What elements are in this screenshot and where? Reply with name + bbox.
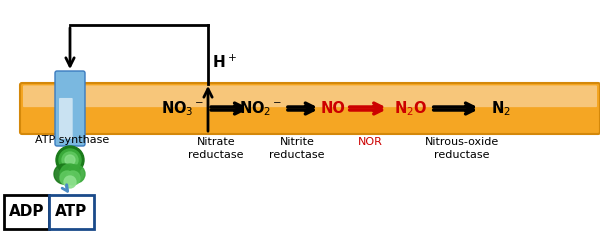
Circle shape (60, 171, 74, 185)
FancyBboxPatch shape (59, 98, 73, 139)
Circle shape (62, 152, 78, 168)
Text: ATP synthase: ATP synthase (35, 135, 109, 145)
Text: NO$_3$$^-$: NO$_3$$^-$ (161, 99, 205, 118)
Circle shape (64, 176, 76, 188)
Text: ADP: ADP (9, 204, 44, 220)
Text: NO: NO (320, 101, 346, 116)
Text: N$_2$: N$_2$ (491, 99, 511, 118)
FancyBboxPatch shape (23, 85, 597, 107)
Text: N$_2$O: N$_2$O (394, 99, 428, 118)
Circle shape (54, 164, 74, 184)
FancyBboxPatch shape (49, 195, 94, 229)
Circle shape (66, 171, 80, 185)
Text: NOR: NOR (358, 137, 383, 147)
Circle shape (65, 155, 75, 165)
Text: Nitrate
reductase: Nitrate reductase (188, 137, 244, 160)
FancyBboxPatch shape (4, 195, 49, 229)
Text: ATP: ATP (55, 204, 88, 220)
Text: NO$_2$$^-$: NO$_2$$^-$ (239, 99, 283, 118)
Circle shape (67, 165, 85, 183)
FancyBboxPatch shape (20, 83, 600, 134)
Circle shape (59, 149, 81, 171)
Text: Nitrous-oxide
reductase: Nitrous-oxide reductase (425, 137, 499, 160)
Circle shape (60, 164, 80, 184)
Circle shape (56, 146, 84, 174)
Text: Nitrite
reductase: Nitrite reductase (269, 137, 325, 160)
FancyBboxPatch shape (55, 71, 85, 146)
Text: H$^+$: H$^+$ (212, 54, 237, 71)
